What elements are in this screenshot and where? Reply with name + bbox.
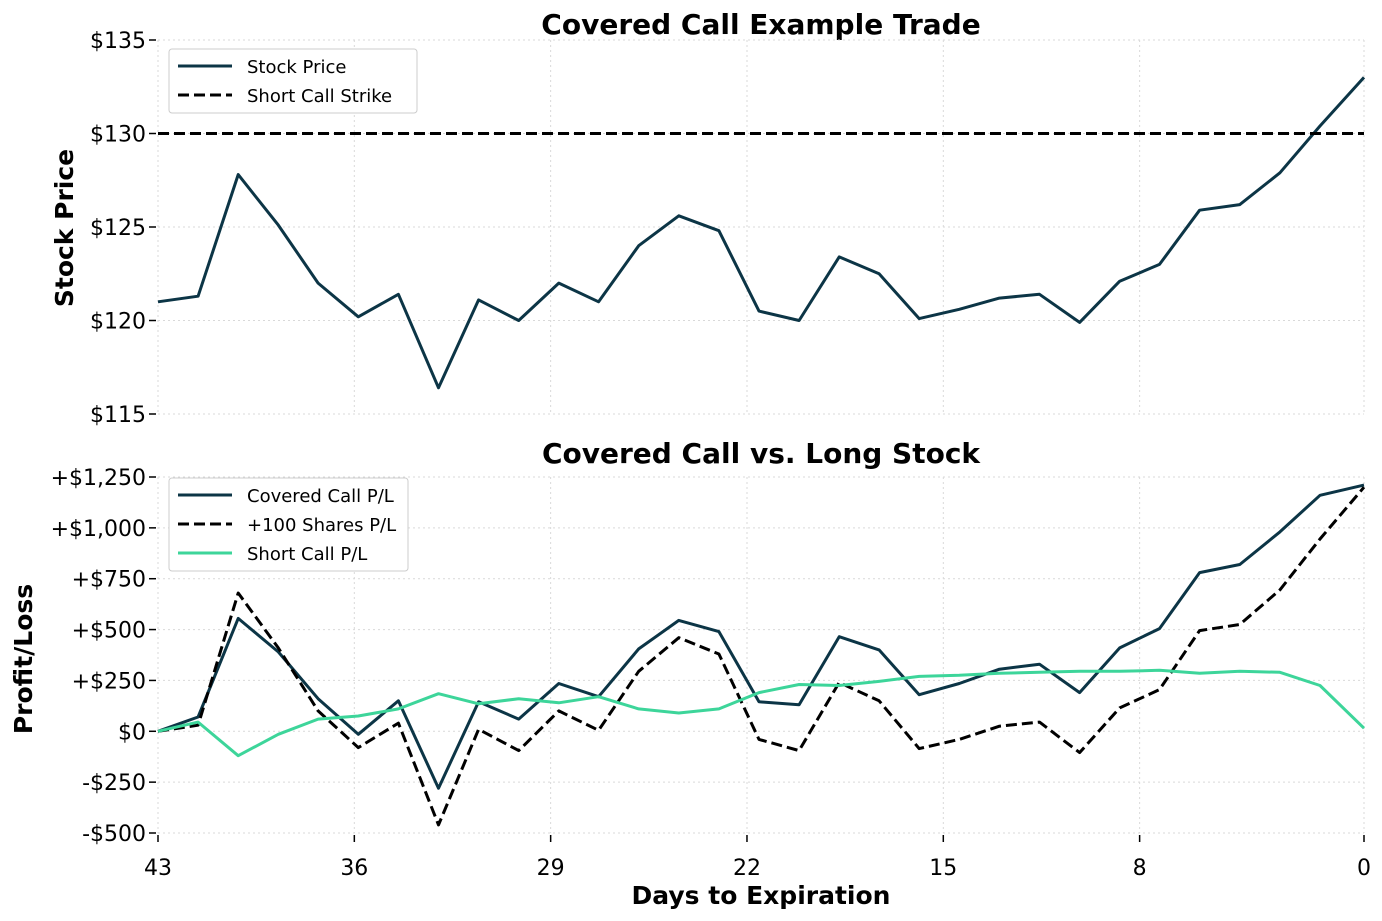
legend-box (168, 477, 409, 572)
pl-chart-title: Covered Call vs. Long Stock (542, 437, 981, 470)
x-tick-label: 22 (733, 856, 761, 881)
legend-label-short-call-p-l: Short Call P/L (247, 544, 367, 565)
x-tick-label: 15 (929, 856, 957, 881)
y-tick-label: +$250 (72, 669, 146, 694)
x-tick-label: 36 (340, 856, 368, 881)
pl-series (157, 483, 1366, 827)
x-tick-label: 29 (537, 856, 565, 881)
y-tick-label: $130 (90, 123, 146, 148)
y-tick-label: +$500 (72, 619, 146, 644)
pl-x-axis-label: Days to Expiration (632, 881, 891, 910)
pl-comparison-panel: Covered Call vs. Long Stock Profit/Loss … (9, 437, 1371, 910)
stock-price-chart-title: Covered Call Example Trade (541, 8, 980, 41)
stock-price-line (157, 76, 1366, 390)
stock-price-panel: Covered Call Example Trade Stock Price $… (50, 8, 1366, 428)
100-shares-p-l-line (157, 486, 1366, 827)
y-tick-label: +$1,000 (51, 517, 146, 542)
legend-label-stock-price: Stock Price (247, 57, 346, 78)
covered-call-p-l-line (157, 483, 1365, 790)
stock-price-series (157, 76, 1366, 390)
y-tick-label: $125 (90, 216, 146, 241)
legend-label-100-shares-p-l: +100 Shares P/L (247, 515, 396, 536)
stock-price-y-ticks: $115 $120 $125 $130 $135 (90, 29, 156, 428)
stock-price-legend: Stock Price Short Call Strike (168, 48, 418, 114)
pl-legend: Covered Call P/L +100 Shares P/L Short Cal… (168, 477, 409, 572)
legend-label-covered-call-p-l: Covered Call P/L (247, 486, 394, 507)
stock-price-y-axis-label: Stock Price (50, 149, 79, 307)
x-tick-label: 8 (1133, 856, 1147, 881)
pl-y-ticks: -$500 -$250 $0 +$250 +$500 +$750 +$1,000 +$1,25… (51, 466, 156, 847)
x-tick-label: 43 (144, 856, 172, 881)
y-tick-label: +$750 (72, 568, 146, 593)
y-tick-label: +$1,250 (51, 466, 146, 491)
pl-x-ticks: 43 36 29 22 15 8 0 (144, 835, 1371, 881)
short-call-p-l-line (157, 668, 1366, 758)
y-tick-label: $115 (90, 403, 146, 428)
y-tick-label: $0 (118, 720, 146, 745)
y-tick-label: $120 (90, 310, 146, 335)
legend-label-short-call-strike: Short Call Strike (247, 86, 392, 107)
y-tick-label: -$250 (82, 771, 146, 796)
y-tick-label: -$500 (82, 822, 146, 847)
pl-y-axis-label: Profit/Loss (9, 584, 38, 734)
x-tick-label: 0 (1357, 856, 1371, 881)
y-tick-label: $135 (90, 29, 146, 54)
